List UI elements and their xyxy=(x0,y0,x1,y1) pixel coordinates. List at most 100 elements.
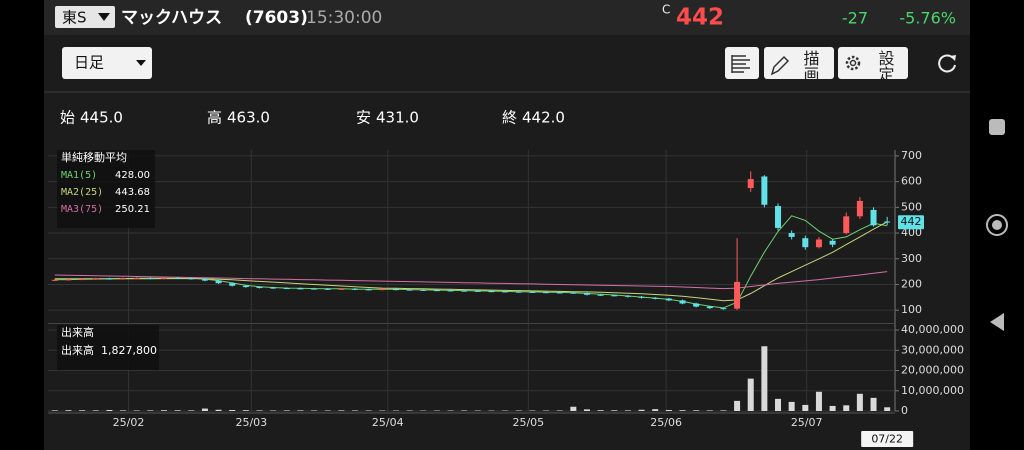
volume-bar xyxy=(461,410,468,411)
candle-body xyxy=(856,200,863,217)
y-tick-label: 300 xyxy=(901,252,922,265)
candle-body xyxy=(815,239,822,248)
volume-bar xyxy=(829,405,836,411)
summary-value: 445.0 xyxy=(80,109,123,127)
candle-body xyxy=(324,288,331,290)
candle-body xyxy=(543,292,550,294)
candle-body xyxy=(734,281,741,309)
candle-body xyxy=(392,289,399,291)
volume-bar xyxy=(843,405,850,411)
candle-body xyxy=(352,288,359,290)
summary-label: 始 xyxy=(60,109,75,127)
refresh-arrow xyxy=(950,55,956,61)
volume-bar xyxy=(338,410,345,411)
y-tick-label: 600 xyxy=(901,175,922,188)
volume-bar xyxy=(188,410,195,411)
legend-name: MA3(75) xyxy=(61,204,103,215)
summary-label: 安 xyxy=(356,109,371,127)
volume-bar xyxy=(160,410,167,411)
volume-bar xyxy=(106,409,113,411)
volume-bar xyxy=(652,409,659,411)
volume-bar xyxy=(174,410,181,411)
candle-body xyxy=(270,287,277,289)
volume-bar xyxy=(788,401,795,411)
candle-body xyxy=(338,288,345,290)
volume-bar xyxy=(802,404,809,411)
volume-bar xyxy=(870,397,877,411)
settings-label[interactable]: 設定 xyxy=(876,50,895,82)
x-tick-label: 25/07 xyxy=(791,416,823,429)
stock-code: (7603) xyxy=(245,8,308,28)
price-flag: C xyxy=(662,3,670,17)
nav-home-dot xyxy=(992,220,1002,230)
candle-body xyxy=(706,306,713,309)
volume-bar xyxy=(79,410,86,411)
candle-body xyxy=(147,278,154,280)
candle-body xyxy=(693,303,700,307)
nav-home[interactable] xyxy=(986,214,1008,236)
volume-bar xyxy=(624,410,631,411)
period[interactable]: 日足 xyxy=(74,54,104,72)
candle-body xyxy=(843,216,850,234)
volume-bar xyxy=(51,410,58,411)
volume-bar xyxy=(734,400,741,411)
volume-bar xyxy=(761,346,768,411)
volume-bar xyxy=(256,410,263,411)
candle-body xyxy=(775,206,782,228)
candle-body xyxy=(870,209,877,226)
draw-label[interactable]: 描画 xyxy=(801,50,820,82)
candle-body xyxy=(174,277,181,279)
candle-body xyxy=(638,296,645,298)
candle-body xyxy=(761,176,768,205)
draw-button[interactable] xyxy=(764,47,834,79)
candle-body xyxy=(829,240,836,245)
y-tick-label: 400 xyxy=(901,226,922,239)
volume-bar xyxy=(229,409,236,411)
candle-body xyxy=(79,279,86,281)
y-tick-label: 40,000,000 xyxy=(901,323,964,336)
candle-body xyxy=(597,294,604,296)
summary-value: 442.0 xyxy=(522,109,565,127)
candle-body xyxy=(283,288,290,290)
candle-body xyxy=(242,285,249,288)
volume-bar xyxy=(242,410,249,411)
candle-body xyxy=(624,295,631,297)
candle-body xyxy=(447,290,454,292)
nav-recent[interactable] xyxy=(989,119,1005,135)
candle-body xyxy=(747,179,754,189)
candle-body xyxy=(406,289,413,291)
candle-body xyxy=(65,279,72,281)
exchange-select[interactable] xyxy=(55,6,115,28)
volume-bar xyxy=(583,409,590,411)
nav-back[interactable] xyxy=(990,313,1004,331)
refresh-icon[interactable] xyxy=(938,54,956,73)
indicator-button[interactable] xyxy=(725,47,759,79)
volume-bar xyxy=(201,408,208,411)
candle-body xyxy=(461,290,468,292)
last-price-label: 442 xyxy=(901,215,922,228)
candle-body xyxy=(215,280,222,284)
settings-button[interactable] xyxy=(838,47,908,79)
volume-bar xyxy=(120,410,127,411)
volume-bar xyxy=(270,410,277,411)
volume-bar xyxy=(597,410,604,411)
legend-box xyxy=(57,325,159,370)
header-bar xyxy=(44,0,970,35)
candle-body xyxy=(229,283,236,286)
legend-name: 出来高 xyxy=(61,343,94,357)
volume-bar xyxy=(215,409,222,411)
volume-bar xyxy=(283,410,290,411)
legend-box xyxy=(57,150,155,228)
indicator-icon xyxy=(731,55,750,73)
period-select[interactable] xyxy=(62,47,152,79)
legend-value: 443.68 xyxy=(115,187,150,198)
summary-value: 463.0 xyxy=(227,109,270,127)
exchange[interactable]: 東S xyxy=(62,9,87,27)
summary-label: 終 xyxy=(502,109,517,127)
volume-bar xyxy=(365,410,372,411)
time: 15:30:00 xyxy=(306,8,382,28)
legend-value: 428.00 xyxy=(115,170,150,181)
x-tick-label: 25/02 xyxy=(113,416,145,429)
